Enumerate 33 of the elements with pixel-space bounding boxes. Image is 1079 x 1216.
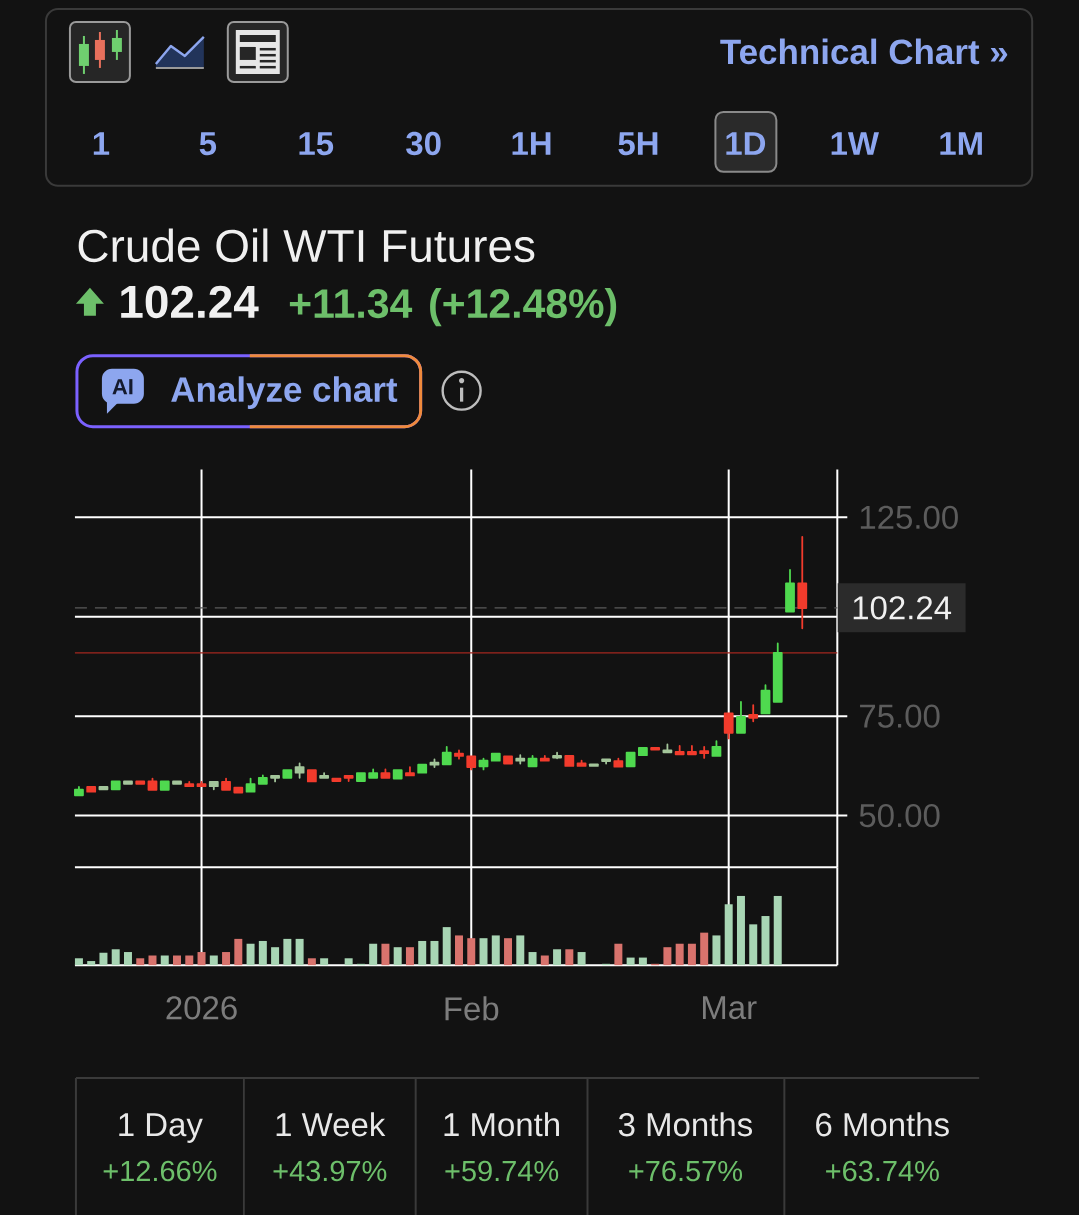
- text: 1: [93, 132, 110, 155]
- text: 15: [299, 132, 334, 156]
- ref-line-label: 102.24: [853, 596, 952, 620]
- x-tick-label: Mar: [702, 996, 757, 1020]
- text: 1W: [831, 132, 879, 155]
- text: 1 Week: [276, 1112, 386, 1137]
- text: +43.97%: [273, 1160, 387, 1182]
- chart-title: Crude Oil WTI Futures: [78, 228, 535, 263]
- text: 1D: [726, 132, 766, 155]
- x-tick-label: 2026: [166, 996, 237, 1020]
- y-tick-label: 50.00: [859, 803, 940, 828]
- text: 1 Day: [119, 1113, 203, 1143]
- text: 3 Months: [618, 1112, 752, 1137]
- text: (+12.48%): [430, 288, 617, 327]
- text: +12.66%: [103, 1160, 217, 1182]
- text: +76.57%: [629, 1160, 742, 1182]
- chart-subtitle: 102.24: [121, 285, 259, 319]
- text: 1 Month: [444, 1112, 559, 1137]
- text: 1M: [940, 132, 982, 155]
- text: +63.74%: [826, 1160, 939, 1182]
- text: AI: [112, 379, 133, 395]
- text: 5H: [618, 132, 658, 156]
- text: 1H: [512, 132, 551, 155]
- y-tick-label: 75.00: [860, 704, 940, 728]
- text: +59.74%: [445, 1160, 559, 1182]
- text: 30: [406, 131, 441, 156]
- y-tick-label: 125.00: [860, 505, 958, 529]
- x-tick-label: Feb: [445, 996, 499, 1021]
- text: +11.34: [289, 289, 413, 319]
- text: Technical Chart »: [720, 38, 1008, 65]
- text: 5: [199, 132, 217, 156]
- text: Analyze chart: [171, 376, 398, 409]
- text: 6 Months: [816, 1112, 949, 1137]
